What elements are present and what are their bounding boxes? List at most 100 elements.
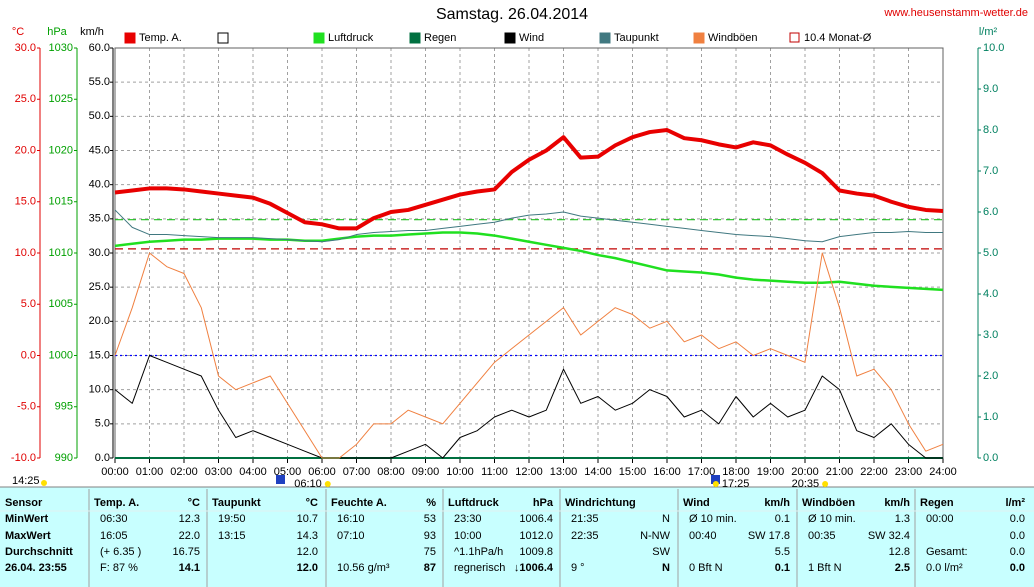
- table-cell: F: 87 %: [100, 562, 138, 574]
- y-tick-label: -10.0: [11, 452, 36, 464]
- x-tick-label: 02:00: [170, 466, 198, 478]
- table-cell: SW: [652, 546, 670, 558]
- y-tick-label: 25.0: [89, 281, 110, 293]
- table-cell: ^1.1hPa/h: [454, 546, 503, 558]
- y-tick-label: 1030: [49, 42, 73, 54]
- table-cell: SW 17.8: [748, 530, 790, 542]
- icon: [711, 475, 720, 484]
- table-cell: 06:30: [100, 513, 128, 525]
- y-tick-label: 0.0: [983, 452, 998, 464]
- legend-empty-swatch: [217, 32, 229, 44]
- table-cell: 0.1: [775, 562, 790, 574]
- y-tick-label: 4.0: [983, 288, 998, 300]
- y-tick-label: 9.0: [983, 83, 998, 95]
- table-cell: Temp. A.: [94, 497, 139, 509]
- background: [0, 0, 1034, 487]
- table-cell: Sensor: [5, 497, 43, 509]
- table-cell: Ø 10 min.: [808, 513, 856, 525]
- y-tick-label: 40.0: [89, 179, 110, 191]
- table-cell: 0.0: [1010, 513, 1025, 525]
- table-cell: Taupunkt: [212, 497, 261, 509]
- table-cell: Wind: [683, 497, 710, 509]
- x-tick-label: 00:00: [101, 466, 129, 478]
- x-tick-label: 12:00: [515, 466, 543, 478]
- y-tick-label: 45.0: [89, 144, 110, 156]
- table-cell: Regen: [920, 497, 954, 509]
- x-tick-label: 13:00: [550, 466, 578, 478]
- table-cell: 26.04. 23:55: [5, 562, 67, 574]
- table-cell: 1 Bft N: [808, 562, 842, 574]
- table-cell: 22.0: [179, 530, 200, 542]
- moon-dot: [41, 480, 47, 486]
- x-tick-label: 05:00: [274, 466, 302, 478]
- x-tick-label: 03:00: [205, 466, 233, 478]
- y-tick-label: 1010: [49, 247, 73, 259]
- table-cell: °C: [306, 497, 318, 509]
- table-cell: 12.8: [889, 546, 910, 558]
- table-cell: l/m²: [1005, 497, 1025, 509]
- x-tick-label: 20:00: [791, 466, 819, 478]
- table-cell: N-NW: [640, 530, 671, 542]
- axis-unit: l/m²: [979, 26, 998, 38]
- table-cell: 16:05: [100, 530, 128, 542]
- x-tick-label: 10:00: [446, 466, 474, 478]
- table-cell: 0.0 l/m²: [926, 562, 963, 574]
- table-cell: 75: [424, 546, 436, 558]
- axis-unit: km/h: [80, 26, 104, 38]
- legend-label: Regen: [424, 32, 456, 44]
- axis-unit: °C: [12, 26, 24, 38]
- corner-time: 14:25: [12, 475, 40, 487]
- table-cell: Gesamt:: [926, 546, 968, 558]
- table-cell: MaxWert: [5, 530, 51, 542]
- table-cell: Ø 10 min.: [689, 513, 737, 525]
- x-tick-label: 19:00: [757, 466, 785, 478]
- table-cell: 00:40: [689, 530, 717, 542]
- y-tick-label: 20.0: [15, 144, 36, 156]
- x-tick-label: 01:00: [136, 466, 164, 478]
- table-cell: 87: [424, 562, 436, 574]
- series-line: [114, 209, 943, 243]
- table-cell: 0.0: [1010, 530, 1025, 542]
- table-cell: hPa: [533, 497, 554, 509]
- table-cell: 19:50: [218, 513, 246, 525]
- y-tick-label: 15.0: [89, 349, 110, 361]
- x-tick-label: 08:00: [377, 466, 405, 478]
- table-cell: 1012.0: [519, 530, 553, 542]
- table-cell: 0.0: [1010, 546, 1025, 558]
- y-tick-label: 1.0: [983, 411, 998, 423]
- legend-label: Wind: [519, 32, 544, 44]
- y-tick-label: 0.0: [95, 452, 110, 464]
- x-tick-label: 04:00: [239, 466, 267, 478]
- table-background: [0, 487, 1034, 587]
- annotation-label: 06:10: [294, 478, 322, 490]
- chart-title: Samstag. 26.04.2014: [436, 6, 588, 23]
- table-cell: 12.3: [179, 513, 200, 525]
- y-tick-label: 5.0: [983, 247, 998, 259]
- y-tick-label: 1005: [49, 298, 73, 310]
- table-cell: N: [662, 513, 670, 525]
- x-tick-label: 14:00: [584, 466, 612, 478]
- table-cell: Windrichtung: [565, 497, 636, 509]
- y-tick-label: 30.0: [89, 247, 110, 259]
- y-tick-label: 1000: [49, 349, 73, 361]
- y-tick-label: 1025: [49, 93, 73, 105]
- y-tick-label: 55.0: [89, 76, 110, 88]
- table-cell: 00:00: [926, 513, 954, 525]
- y-tick-label: 5.0: [21, 298, 36, 310]
- table-cell: 23:30: [454, 513, 482, 525]
- x-tick-label: 17:00: [688, 466, 716, 478]
- y-tick-label: 3.0: [983, 329, 998, 341]
- table-cell: Luftdruck: [448, 497, 500, 509]
- table-cell: 1.3: [895, 513, 910, 525]
- y-tick-label: 5.0: [95, 418, 110, 430]
- series-line: [114, 252, 944, 459]
- legend-swatch: [789, 32, 800, 43]
- series-line: [114, 128, 944, 231]
- annotation-label: 20:35: [792, 478, 820, 490]
- x-tick-label: 18:00: [722, 466, 750, 478]
- y-tick-label: 25.0: [15, 93, 36, 105]
- table-cell: %: [426, 497, 436, 509]
- table-cell: 0.1: [775, 513, 790, 525]
- series-line: [114, 355, 943, 459]
- table-cell: 07:10: [337, 530, 365, 542]
